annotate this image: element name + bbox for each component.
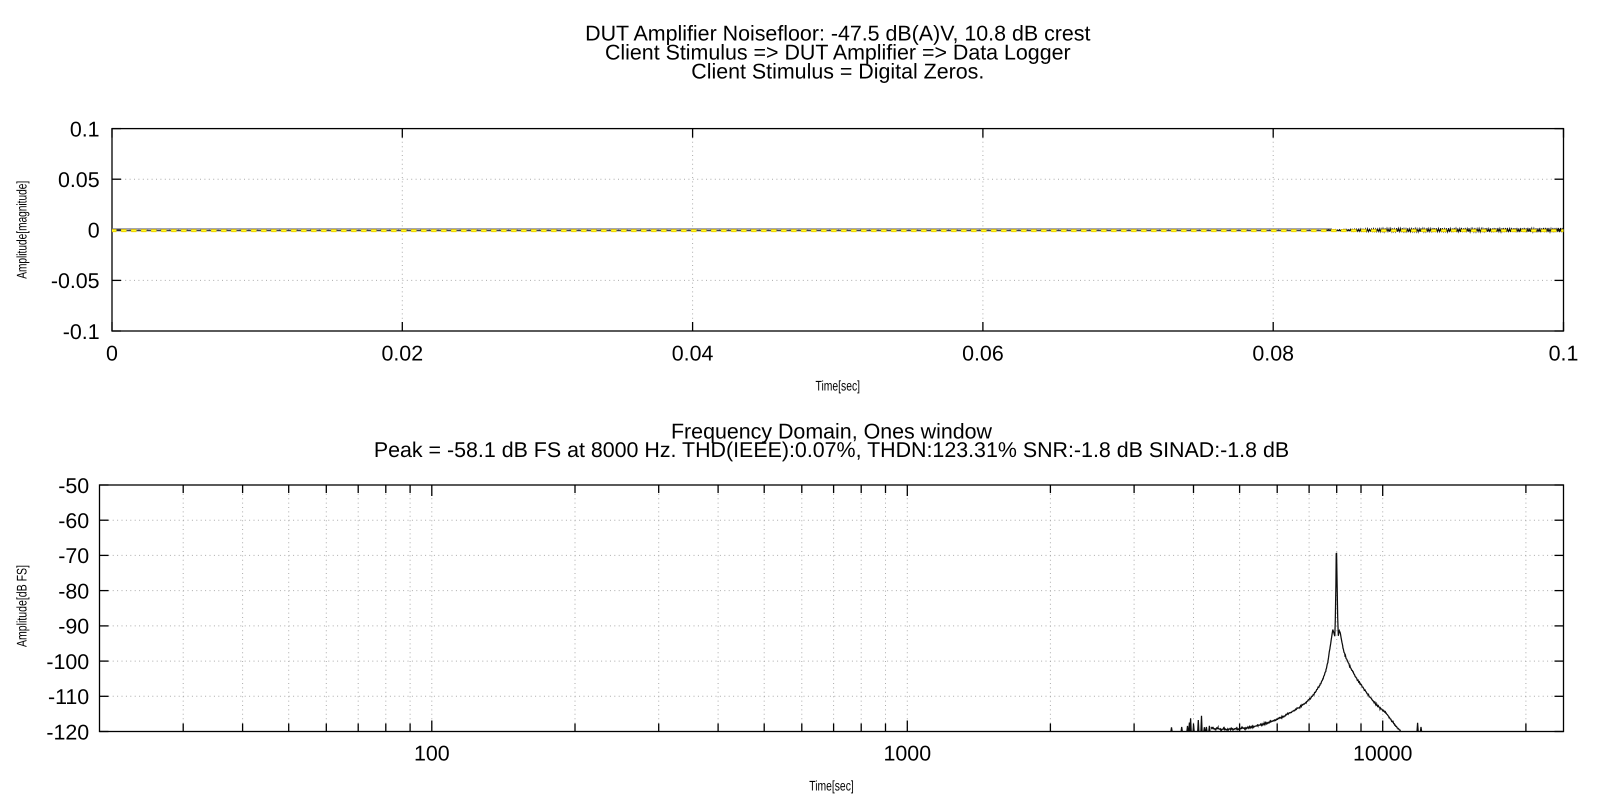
svg-text:0.04: 0.04 [672, 342, 714, 366]
svg-text:Client Stimulus => DUT Amplifi: Client Stimulus => DUT Amplifier => Data… [605, 41, 1071, 65]
svg-text:DUT Amplifier Noisefloor: -47.: DUT Amplifier Noisefloor: -47.5 dB(A)V, … [585, 22, 1090, 46]
svg-text:-100: -100 [46, 650, 89, 674]
svg-text:Amplitude[magnitude]: Amplitude[magnitude] [14, 181, 30, 279]
svg-text:0.05: 0.05 [58, 168, 100, 192]
svg-text:Amplitude[dB FS]: Amplitude[dB FS] [14, 565, 30, 647]
svg-text:Time[sec]: Time[sec] [809, 777, 854, 793]
svg-text:Peak = -58.1 dB FS at 8000 Hz.: Peak = -58.1 dB FS at 8000 Hz. THD(IEEE)… [374, 438, 1289, 462]
svg-text:0.1: 0.1 [70, 117, 100, 141]
svg-text:Frequency Domain, Ones window: Frequency Domain, Ones window [671, 419, 993, 443]
svg-text:-0.1: -0.1 [63, 320, 100, 344]
svg-text:0.1: 0.1 [1549, 342, 1579, 366]
svg-text:-50: -50 [58, 474, 89, 498]
svg-text:Time[sec]: Time[sec] [816, 378, 861, 394]
svg-text:0: 0 [88, 219, 100, 243]
svg-text:0.08: 0.08 [1252, 342, 1294, 366]
svg-text:-90: -90 [58, 615, 89, 639]
svg-text:0: 0 [106, 342, 118, 366]
svg-text:100: 100 [414, 742, 450, 766]
svg-text:-60: -60 [58, 509, 89, 533]
svg-text:-70: -70 [58, 544, 89, 568]
svg-text:Client Stimulus = Digital Zero: Client Stimulus = Digital Zeros. [691, 59, 984, 83]
svg-text:10000: 10000 [1353, 742, 1413, 766]
svg-text:-120: -120 [46, 720, 89, 744]
svg-text:0.02: 0.02 [381, 342, 423, 366]
svg-text:-80: -80 [58, 579, 89, 603]
svg-text:0.06: 0.06 [962, 342, 1004, 366]
svg-text:1000: 1000 [884, 742, 932, 766]
svg-text:-0.05: -0.05 [51, 269, 100, 293]
svg-text:-110: -110 [48, 685, 89, 709]
